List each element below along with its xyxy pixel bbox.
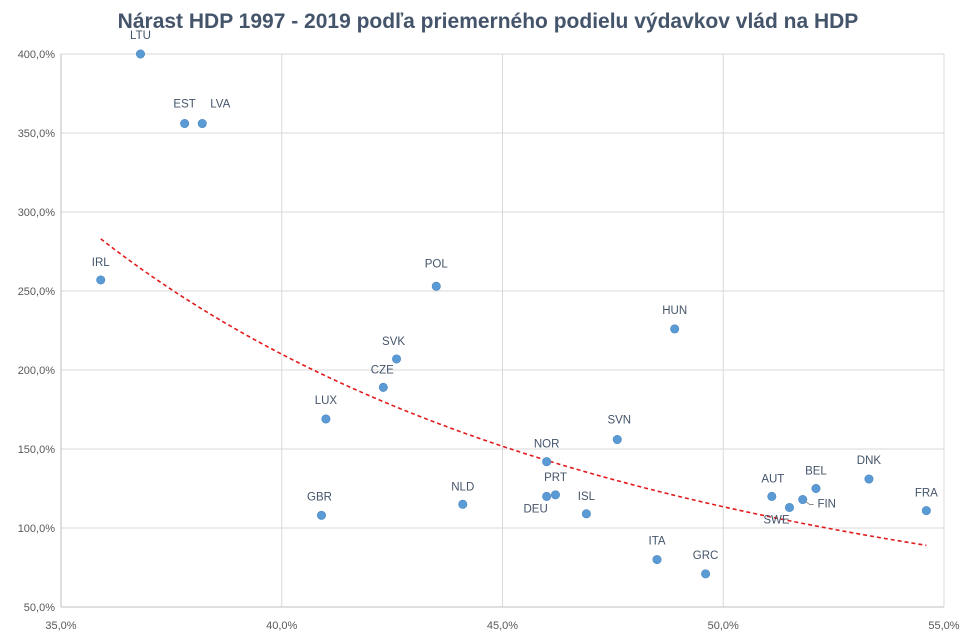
axes <box>60 54 944 608</box>
fin-leader-line <box>805 501 814 505</box>
data-point-lva <box>197 119 207 129</box>
data-point-swe <box>784 502 794 512</box>
data-point-fin <box>798 495 808 505</box>
point-label-irl: IRL <box>92 257 111 269</box>
point-label-dnk: DNK <box>857 455 882 467</box>
y-tick-label: 150,0% <box>18 444 56 456</box>
point-label-gbr: GBR <box>307 491 332 503</box>
y-tick-label: 400,0% <box>18 49 56 61</box>
point-label-isl: ISL <box>578 491 596 503</box>
point-label-lux: LUX <box>315 395 338 407</box>
data-point-prt <box>550 490 560 500</box>
x-tick-label: 50,0% <box>708 620 739 632</box>
x-tick-label: 55,0% <box>928 620 959 632</box>
y-tick-label: 100,0% <box>18 523 56 535</box>
trendline-layer <box>100 238 927 547</box>
y-tick-label: 50,0% <box>24 602 55 614</box>
data-point-nor <box>542 457 552 467</box>
point-label-ita: ITA <box>649 536 666 548</box>
data-points <box>96 49 931 579</box>
data-point-ltu <box>135 49 145 59</box>
point-label-est: EST <box>173 99 195 111</box>
point-labels: LTU EST LVA IRL POL SVK CZE LUX GBR NLD HUN SVN NOR P… <box>92 30 938 562</box>
x-tick-label: 35,0% <box>45 620 76 632</box>
data-point-nld <box>458 499 468 509</box>
point-label-fin: FIN <box>817 499 836 511</box>
x-tick-label: 40,0% <box>266 620 297 632</box>
data-point-pol <box>431 281 441 291</box>
tick-labels: 50,0% 100,0% 150,0% 200,0% 250,0% 300,0% 350,0… <box>18 49 960 632</box>
point-label-swe: SWE <box>763 514 790 526</box>
point-label-pol: POL <box>425 258 449 270</box>
chart-title: Nárast HDP 1997 - 2019 podľa priemerného… <box>118 10 859 33</box>
data-point-deu <box>542 491 552 501</box>
data-point-isl <box>581 509 591 519</box>
point-label-cze: CZE <box>371 364 394 376</box>
point-label-fra: FRA <box>915 488 938 500</box>
y-tick-label: 200,0% <box>18 365 56 377</box>
point-label-nld: NLD <box>451 481 474 493</box>
data-point-grc <box>701 569 711 579</box>
point-label-svk: SVK <box>382 336 405 348</box>
grid-lines <box>61 53 945 607</box>
point-label-hun: HUN <box>662 305 687 317</box>
data-point-fra <box>921 506 931 516</box>
x-tick-label: 45,0% <box>487 620 518 632</box>
trendline <box>100 238 927 547</box>
data-point-est <box>180 119 190 129</box>
data-point-dnk <box>864 474 874 484</box>
data-point-hun <box>670 324 680 334</box>
point-label-grc: GRC <box>693 550 719 562</box>
y-tick-label: 250,0% <box>18 286 56 298</box>
point-label-svn: SVN <box>607 415 631 427</box>
point-label-nor: NOR <box>534 439 560 451</box>
data-point-bel <box>811 483 821 493</box>
data-point-lux <box>321 414 331 424</box>
data-point-svn <box>612 435 622 445</box>
point-label-prt: PRT <box>544 472 567 484</box>
point-label-deu: DEU <box>524 503 548 515</box>
data-point-irl <box>96 275 106 285</box>
y-tick-label: 300,0% <box>18 207 56 219</box>
data-point-cze <box>378 382 388 392</box>
data-point-ita <box>652 555 662 565</box>
point-label-lva: LVA <box>210 99 230 111</box>
data-point-gbr <box>316 510 326 520</box>
data-point-svk <box>392 354 402 364</box>
y-tick-label: 350,0% <box>18 128 56 140</box>
data-point-aut <box>767 491 777 501</box>
point-label-aut: AUT <box>761 473 784 485</box>
point-label-bel: BEL <box>805 466 827 478</box>
point-label-ltu: LTU <box>130 30 151 42</box>
